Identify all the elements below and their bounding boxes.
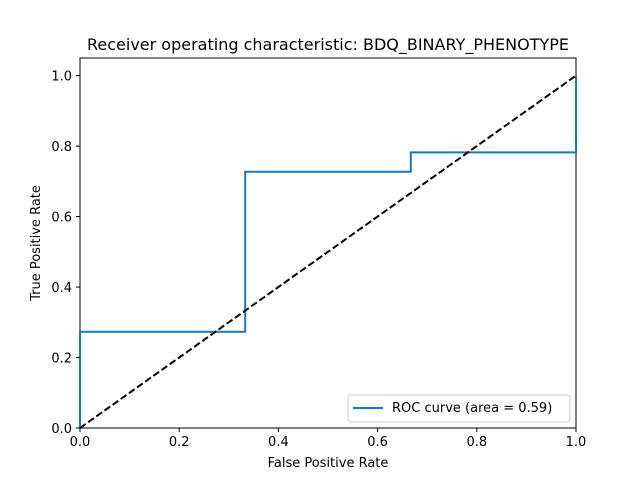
y-tick-label: 0.4	[51, 281, 72, 296]
y-tick-label: 0.2	[51, 352, 72, 367]
series-layer	[79, 74, 577, 429]
x-tick-label: 0.8	[466, 435, 487, 450]
x-tick-label: 0.0	[70, 435, 91, 450]
legend-label-roc: ROC curve (area = 0.59)	[392, 401, 552, 416]
x-tick-label: 0.6	[367, 435, 388, 450]
x-tick-label: 0.2	[169, 435, 190, 450]
chance-diagonal-line	[79, 74, 577, 429]
y-tick-label: 0.6	[51, 211, 72, 226]
y-tick-label: 1.0	[51, 70, 72, 85]
legend-box	[347, 394, 571, 423]
x-tick-label: 0.4	[268, 435, 289, 450]
y-tick-label: 0.0	[51, 422, 72, 437]
plot-frame	[79, 57, 577, 429]
y-tick-label: 0.8	[51, 140, 72, 155]
x-axis-label: False Positive Rate	[268, 456, 389, 471]
x-axis-ticks: 0.0 0.2 0.4 0.6 0.8 1.0	[70, 428, 587, 450]
roc-curve-line	[79, 75, 577, 428]
plot-area	[79, 57, 577, 429]
legend: ROC curve (area = 0.59)	[347, 394, 571, 423]
y-axis-label: True Positive Rate	[29, 185, 44, 302]
x-tick-label: 1.0	[566, 435, 587, 450]
chart-title: Receiver operating characteristic: BDQ_B…	[87, 35, 569, 55]
y-axis-ticks: 0.0 0.2 0.4 0.6 0.8 1.0	[51, 70, 80, 437]
